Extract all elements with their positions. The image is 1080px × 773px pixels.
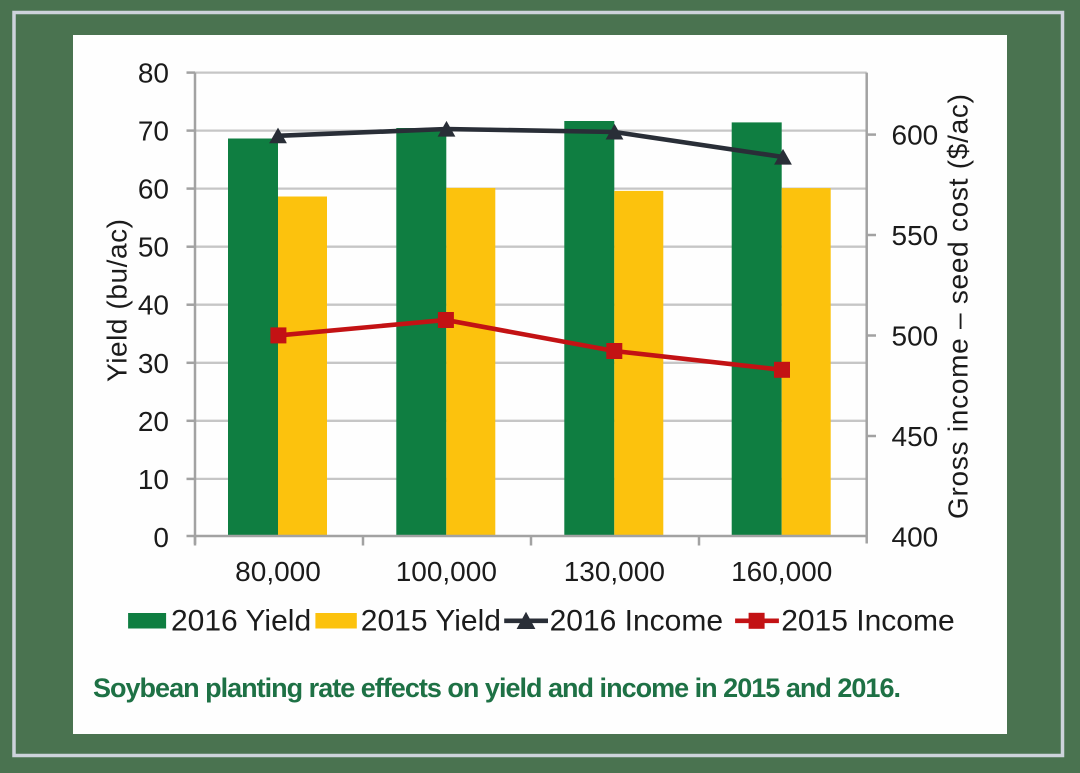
svg-text:450: 450: [892, 421, 939, 452]
svg-text:0: 0: [153, 522, 169, 553]
svg-text:2015 Yield: 2015 Yield: [361, 605, 501, 638]
svg-text:2016 Income: 2016 Income: [550, 605, 723, 638]
svg-text:2016 Yield: 2016 Yield: [171, 605, 311, 638]
svg-text:Yield (bu/ac): Yield (bu/ac): [102, 219, 133, 382]
svg-text:30: 30: [138, 348, 169, 379]
svg-text:80: 80: [138, 58, 169, 89]
svg-text:10: 10: [138, 464, 169, 495]
svg-text:60: 60: [138, 174, 169, 205]
svg-text:550: 550: [892, 220, 939, 251]
svg-text:70: 70: [138, 116, 169, 147]
svg-text:160,000: 160,000: [731, 556, 832, 587]
svg-text:400: 400: [892, 521, 939, 552]
svg-text:2015 Income: 2015 Income: [781, 605, 954, 638]
svg-text:50: 50: [138, 232, 169, 263]
svg-text:40: 40: [138, 290, 169, 321]
svg-text:500: 500: [892, 321, 939, 352]
svg-text:600: 600: [892, 120, 939, 151]
svg-text:130,000: 130,000: [564, 556, 665, 587]
svg-text:20: 20: [138, 406, 169, 437]
svg-text:80,000: 80,000: [235, 556, 321, 587]
svg-text:100,000: 100,000: [396, 556, 497, 587]
svg-text:Soybean planting rate effects: Soybean planting rate effects on yield a…: [93, 673, 901, 703]
svg-text:Gross income – seed cost ($/ac: Gross income – seed cost ($/ac): [943, 94, 974, 519]
